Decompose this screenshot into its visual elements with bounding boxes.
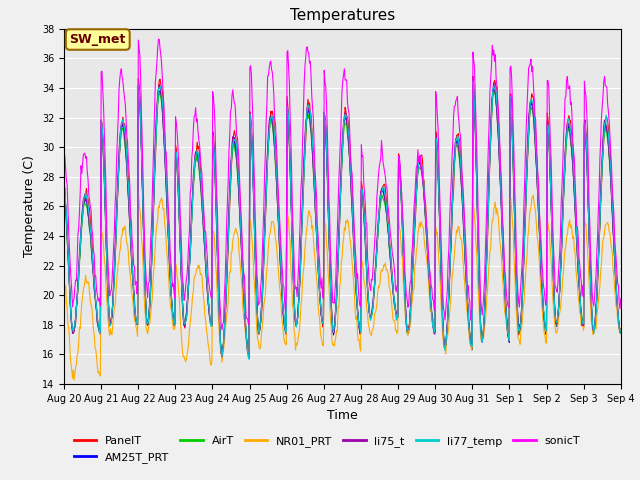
li77_temp [617,326,625,332]
NR01_PRT [428,317,436,323]
PanelT [617,325,625,331]
sonicT [70,296,78,301]
AM25T_PRT [245,352,253,358]
AirT [218,351,226,357]
PanelT [245,355,253,360]
PanelT [60,191,68,197]
PanelT [214,242,221,248]
AirT [214,251,221,256]
li77_temp [184,289,192,295]
sonicT [185,239,193,244]
li75_t [127,252,135,257]
li77_temp [469,78,477,84]
AM25T_PRT [134,84,142,90]
li77_temp [60,189,68,195]
li75_t [184,289,192,295]
Line: li77_temp: li77_temp [64,81,621,360]
AM25T_PRT [127,252,135,257]
Line: li75_t: li75_t [64,83,621,357]
sonicT [60,153,68,158]
sonicT [428,285,436,291]
NR01_PRT [128,292,136,298]
sonicT [155,36,163,42]
X-axis label: Time: Time [327,409,358,422]
NR01_PRT [617,325,625,331]
AirT [70,327,78,333]
Title: Temperatures: Temperatures [290,9,395,24]
li75_t [70,328,78,334]
li75_t [218,354,226,360]
Line: AM25T_PRT: AM25T_PRT [64,87,621,355]
sonicT [617,296,625,301]
li75_t [214,248,221,254]
AirT [60,200,68,206]
AM25T_PRT [412,203,419,208]
sonicT [127,219,135,225]
li75_t [490,80,498,86]
Line: NR01_PRT: NR01_PRT [64,192,621,380]
NR01_PRT [71,372,79,377]
PanelT [428,307,435,312]
Line: PanelT: PanelT [64,76,621,358]
NR01_PRT [134,189,142,194]
Line: sonicT: sonicT [64,39,621,330]
AirT [411,219,419,225]
NR01_PRT [215,324,223,330]
AirT [184,290,192,296]
NR01_PRT [412,260,419,266]
sonicT [412,179,419,185]
Y-axis label: Temperature (C): Temperature (C) [23,156,36,257]
AM25T_PRT [60,196,68,202]
Legend: PanelT, AM25T_PRT, AirT, NR01_PRT, li75_t, li77_temp, sonicT: PanelT, AM25T_PRT, AirT, NR01_PRT, li75_… [70,432,584,467]
li77_temp [127,245,135,251]
li77_temp [245,357,253,362]
AirT [127,252,135,257]
AirT [490,89,498,95]
NR01_PRT [70,377,78,383]
PanelT [469,73,477,79]
AM25T_PRT [617,330,625,336]
AirT [617,330,625,336]
NR01_PRT [186,326,193,332]
PanelT [70,329,78,335]
PanelT [184,294,192,300]
li75_t [617,326,625,332]
Line: AirT: AirT [64,92,621,354]
PanelT [411,226,419,231]
AM25T_PRT [70,327,78,333]
li77_temp [214,246,221,252]
AirT [428,303,435,309]
AM25T_PRT [428,314,436,320]
Text: SW_met: SW_met [70,33,126,46]
li77_temp [70,324,78,330]
sonicT [214,240,222,246]
li75_t [411,209,419,215]
li75_t [60,188,68,194]
li75_t [428,305,435,311]
AM25T_PRT [185,277,193,283]
li77_temp [428,306,435,312]
AM25T_PRT [214,276,222,282]
PanelT [127,245,135,251]
NR01_PRT [60,282,68,288]
li77_temp [411,219,419,225]
sonicT [218,327,226,333]
